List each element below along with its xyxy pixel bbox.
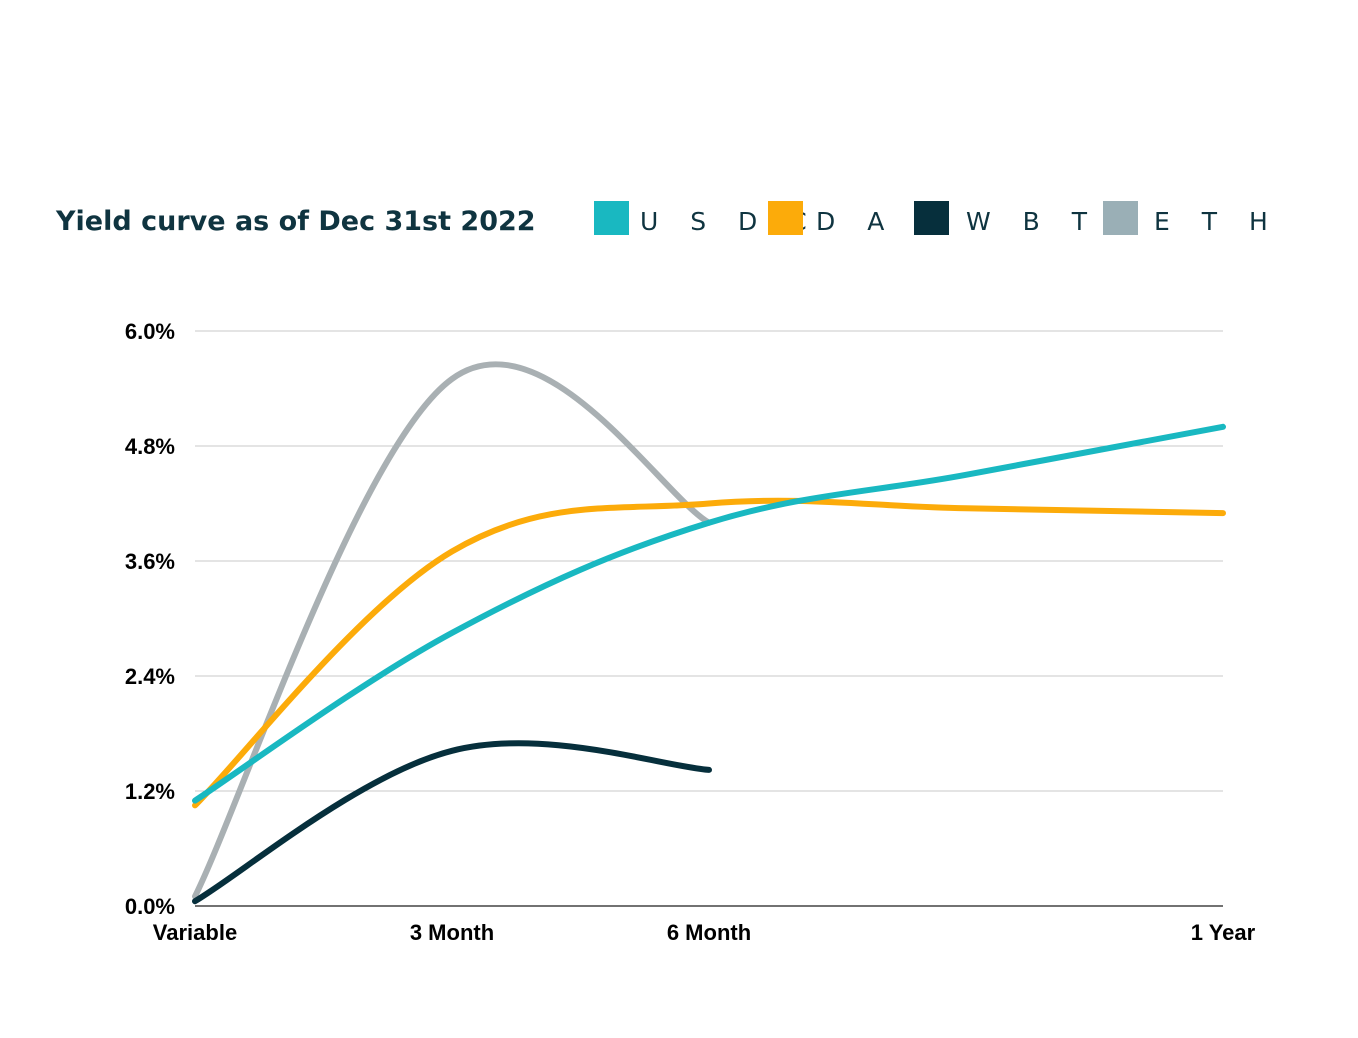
legend: U S D C D A I W B T C E T H bbox=[594, 201, 1280, 236]
y-axis-ticks: 0.0% 1.2% 2.4% 3.6% 4.8% 6.0% bbox=[125, 319, 175, 919]
x-axis-ticks: Variable 3 Month 6 Month 1 Year bbox=[153, 920, 1256, 945]
legend-swatch-usdc bbox=[594, 201, 629, 235]
gridlines bbox=[195, 330, 1223, 907]
y-tick-label: 4.8% bbox=[125, 434, 175, 459]
y-tick-label: 3.6% bbox=[125, 549, 175, 574]
legend-label-eth: E T H bbox=[1154, 207, 1280, 236]
series-line-wbtc bbox=[192, 740, 712, 905]
legend-label-dai: D A I bbox=[816, 207, 936, 236]
legend-swatch-eth bbox=[1103, 201, 1138, 235]
legend-swatch-wbtc bbox=[914, 201, 949, 235]
x-tick-label: Variable bbox=[153, 920, 237, 945]
y-tick-label: 6.0% bbox=[125, 319, 175, 344]
series-line-dai bbox=[192, 497, 1226, 809]
x-tick-label: 1 Year bbox=[1191, 920, 1256, 945]
x-tick-label: 3 Month bbox=[410, 920, 494, 945]
y-tick-label: 2.4% bbox=[125, 664, 175, 689]
series-lines bbox=[192, 361, 1226, 905]
chart-title: Yield curve as of Dec 31st 2022 bbox=[55, 206, 536, 237]
y-tick-label: 0.0% bbox=[125, 894, 175, 919]
y-tick-label: 1.2% bbox=[125, 779, 175, 804]
legend-swatch-dai bbox=[768, 201, 803, 235]
x-tick-label: 6 Month bbox=[667, 920, 751, 945]
series-line-usdc bbox=[192, 423, 1226, 804]
